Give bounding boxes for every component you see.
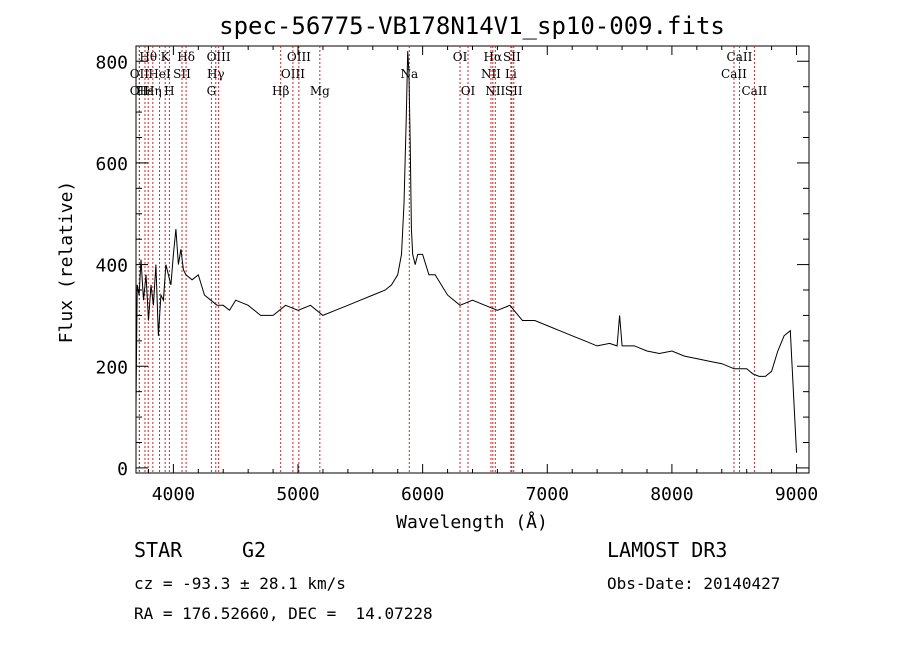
line-label: OI xyxy=(453,50,468,64)
x-tick-label: 9000 xyxy=(775,484,818,505)
line-label: NII xyxy=(481,67,501,81)
line-label: OIII xyxy=(207,50,231,64)
line-label: CaII xyxy=(727,50,753,64)
chart-title: spec-56775-VB178N14V1_sp10-009.fits xyxy=(219,12,725,40)
x-tick-label: 6000 xyxy=(401,484,444,505)
line-label: Hη xyxy=(144,84,162,98)
line-label: Hγ xyxy=(207,67,225,81)
x-tick-label: 5000 xyxy=(276,484,319,505)
object-subclass: G2 xyxy=(242,538,267,562)
redshift-velocity: cz = -93.3 ± 28.1 km/s xyxy=(134,574,346,593)
observation-date: Obs-Date: 20140427 xyxy=(607,574,781,593)
line-label: Hβ xyxy=(272,84,289,98)
line-label: OI xyxy=(461,84,476,98)
line-label: OII xyxy=(130,84,150,98)
line-label: NII xyxy=(485,84,505,98)
x-axis-ticks: 4000 5000 6000 7000 8000 9000 xyxy=(147,46,818,505)
line-label: HeI xyxy=(148,67,171,81)
line-label: G xyxy=(207,84,217,98)
line-label: Hε xyxy=(137,84,154,98)
y-tick-label: 600 xyxy=(95,154,128,175)
x-axis-label: Wavelength (Å) xyxy=(396,511,548,533)
line-label: Li xyxy=(505,67,517,81)
line-label: CaII xyxy=(741,84,767,98)
line-label: CaII xyxy=(721,67,747,81)
line-label: Mg xyxy=(310,84,330,98)
y-tick-label: 200 xyxy=(95,357,128,378)
x-tick-label: 4000 xyxy=(152,484,195,505)
line-label: SII xyxy=(173,67,191,81)
line-label: SII xyxy=(503,50,521,64)
y-axis-ticks: 0 200 400 600 800 xyxy=(95,52,809,480)
plot-frame xyxy=(135,45,810,474)
coordinates: RA = 176.52660, DEC = 14.07228 xyxy=(134,604,433,623)
line-label: Hθ xyxy=(139,50,157,64)
spectrum-line xyxy=(135,51,797,453)
line-label: Hδ xyxy=(177,50,195,64)
survey-name: LAMOST DR3 xyxy=(607,538,728,562)
y-tick-label: 0 xyxy=(117,459,128,480)
line-label: Hα xyxy=(484,50,503,64)
y-tick-label: 800 xyxy=(95,52,128,73)
y-tick-label: 400 xyxy=(95,256,128,277)
line-label: OII xyxy=(130,67,150,81)
line-label: SII xyxy=(505,84,523,98)
object-class: STAR xyxy=(134,538,183,562)
x-tick-label: 8000 xyxy=(650,484,693,505)
spectral-line-markers xyxy=(138,46,755,473)
line-label: K xyxy=(161,50,171,64)
y-axis-label: Flux (relative) xyxy=(56,181,77,344)
line-label: OIII xyxy=(281,67,305,81)
line-label: OIII xyxy=(287,50,311,64)
line-label: H xyxy=(164,84,174,98)
x-tick-label: 7000 xyxy=(526,484,569,505)
